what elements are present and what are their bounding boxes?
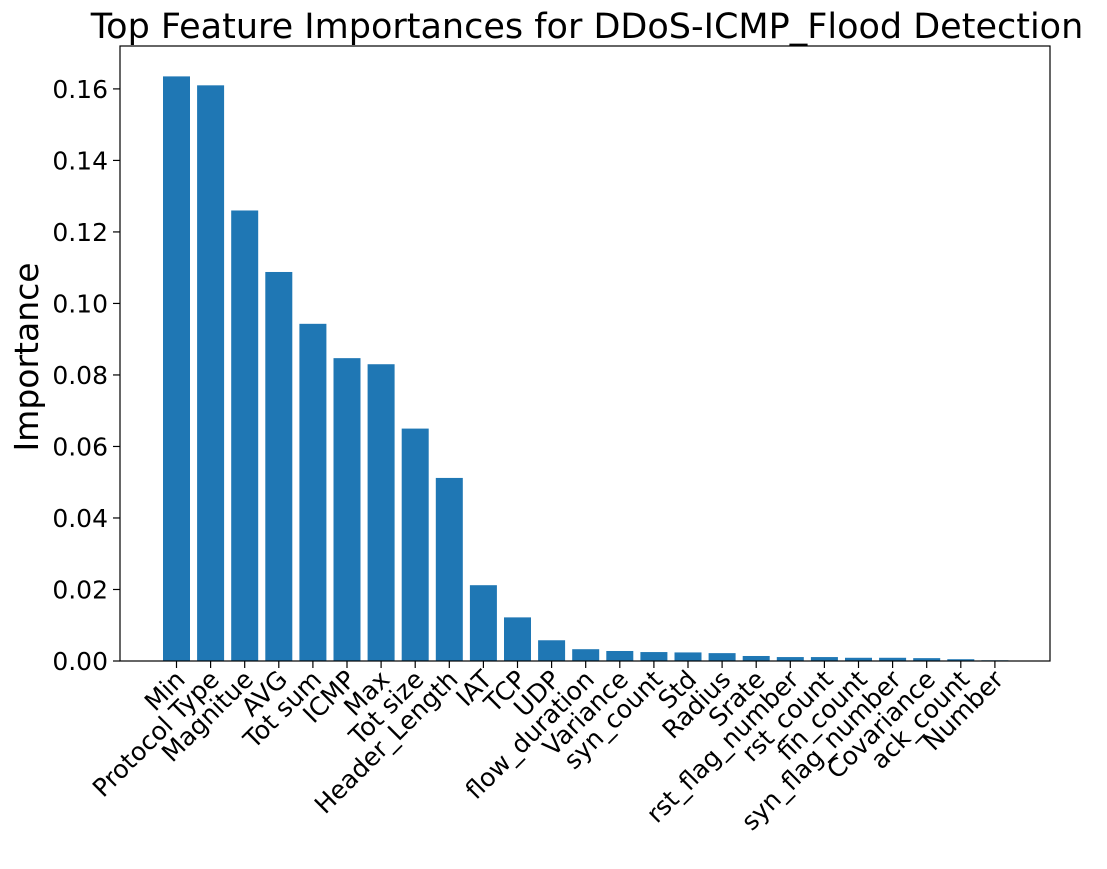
bar-header-length: [435, 477, 463, 661]
bar-ack-count: [947, 659, 975, 661]
plot-frame: [119, 45, 1051, 662]
bar-icmp: [333, 358, 361, 661]
bar-srate: [742, 655, 770, 661]
y-tick-label: 0.12: [52, 218, 108, 247]
y-tick-label: 0.04: [52, 504, 108, 533]
bar-fin-count: [845, 657, 872, 661]
bar-flow-duration: [572, 649, 600, 661]
bar-iat: [469, 585, 497, 661]
bars-group: [163, 76, 1009, 662]
y-tick-label: 0.14: [52, 146, 108, 175]
bar-udp: [538, 640, 566, 661]
bar-radius: [708, 653, 736, 661]
bar-tot-sum: [299, 323, 327, 661]
bar-std: [674, 652, 702, 661]
y-tick-label: 0.06: [52, 432, 108, 461]
chart-title: Top Feature Importances for DDoS-ICMP_Fl…: [90, 7, 1084, 47]
y-axis-ticks: 0.00 0.02 0.04 0.06 0.08 0.10 0.12 0.14 0.16: [52, 75, 120, 676]
bar-rst-flag-number: [776, 657, 804, 661]
bar-magnitue: [231, 210, 259, 662]
bar-tot-size: [401, 428, 429, 661]
y-tick-label: 0.10: [52, 289, 108, 318]
y-tick-label: 0.08: [52, 361, 108, 390]
y-tick-label: 0.00: [52, 647, 108, 676]
bar-tcp: [504, 617, 531, 661]
bar-covariance: [913, 658, 941, 661]
bar-rst-count: [810, 657, 838, 661]
y-tick-label: 0.16: [52, 75, 108, 104]
y-axis-label: Importance: [7, 262, 46, 451]
bar-protocol-type: [197, 85, 225, 661]
bar-avg: [265, 271, 293, 661]
y-tick-label: 0.02: [52, 575, 108, 604]
bar-syn-count: [640, 652, 668, 661]
bar-variance: [606, 650, 634, 661]
bar-min: [163, 76, 190, 661]
bar-syn-flag-number: [879, 657, 907, 661]
bar-max: [367, 364, 395, 661]
